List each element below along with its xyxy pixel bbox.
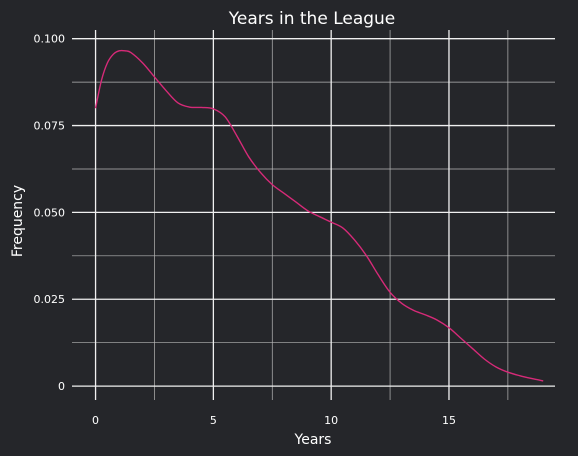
series-layer: [94, 49, 544, 382]
chart-title: Years in the League: [228, 9, 396, 29]
x-tick-label-1: 5: [210, 414, 217, 427]
x-axis-ticks: 0 5 10 15: [92, 414, 456, 427]
x-tick-label-3: 15: [442, 414, 456, 427]
y-tick-label-0: 0: [58, 380, 65, 393]
y-tick-label-3: 0.075: [34, 120, 66, 133]
x-tick-label-2: 10: [324, 414, 338, 427]
y-axis-label: Frequency: [10, 185, 26, 257]
major-gridlines: [72, 30, 555, 400]
y-tick-label-4: 0.100: [34, 33, 66, 46]
y-tick-label-2: 0.050: [34, 206, 66, 219]
density-line-0: [94, 49, 544, 382]
x-tick-label-0: 0: [92, 414, 99, 427]
y-tick-label-1: 0.025: [34, 293, 66, 306]
y-axis-ticks: 0 0.025 0.050 0.075 0.100: [34, 33, 66, 393]
x-axis-label: Years: [294, 432, 332, 448]
minor-gridlines: [72, 30, 555, 400]
